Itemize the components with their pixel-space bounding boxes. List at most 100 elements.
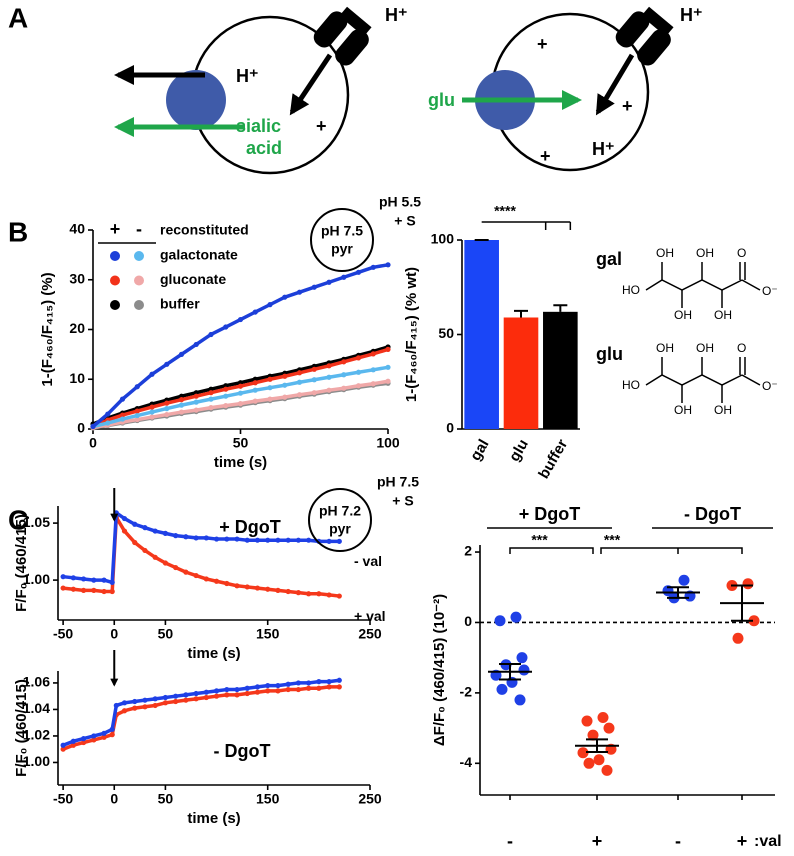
x-tick-label: - (507, 831, 513, 851)
point (121, 708, 128, 714)
point (311, 377, 317, 383)
point (355, 355, 362, 361)
point (70, 575, 76, 581)
point (91, 577, 97, 583)
point (678, 574, 690, 586)
point (142, 547, 148, 554)
charge: + (622, 96, 633, 116)
point (178, 402, 185, 408)
point (203, 576, 209, 582)
point (152, 528, 158, 534)
series-label: + val (354, 608, 386, 624)
point (132, 521, 138, 527)
point (109, 732, 115, 738)
point (164, 411, 170, 418)
atom: O (737, 246, 746, 260)
inset-text: pH 7.2 (319, 503, 361, 519)
error-bar (514, 309, 528, 318)
point (178, 397, 185, 403)
bond (645, 374, 761, 386)
legend-swatch (134, 275, 144, 286)
bond (661, 262, 746, 308)
point (183, 534, 189, 540)
inset-text: pH 7.5 (377, 474, 419, 490)
legend-label: gluconate (160, 271, 226, 287)
legend-swatch (110, 251, 120, 261)
point (603, 722, 615, 734)
point (254, 537, 261, 543)
point (265, 537, 271, 543)
point (60, 585, 66, 591)
series-line (62, 515, 340, 598)
point (152, 702, 158, 709)
point (267, 376, 273, 382)
x-tick-label: 150 (256, 626, 280, 642)
point (581, 715, 593, 727)
point (265, 688, 271, 694)
point (60, 574, 66, 580)
x-tick-label: 50 (233, 435, 249, 451)
point (252, 398, 258, 404)
point (223, 324, 229, 330)
y-tick-label: 50 (438, 325, 454, 341)
point (311, 390, 317, 396)
x-tick-label: 0 (110, 791, 118, 807)
point (121, 528, 128, 534)
point (70, 742, 76, 748)
ion-label: H⁺ (236, 66, 259, 86)
point (193, 407, 199, 413)
point (173, 564, 179, 571)
structure-label: gal (596, 249, 622, 269)
point (164, 400, 170, 406)
y-tick-label: 30 (69, 270, 85, 286)
point (193, 696, 199, 702)
point (275, 587, 281, 593)
point (254, 684, 261, 690)
point (90, 423, 96, 430)
x-tick-label: gal (467, 436, 493, 463)
panel-label: A (8, 2, 28, 33)
point (285, 686, 291, 693)
point (355, 383, 362, 389)
inset-text: + S (392, 493, 413, 509)
inset-text: pH 7.5 (321, 223, 363, 239)
point (311, 284, 317, 290)
atom: OH (714, 308, 732, 322)
inset-circle (310, 208, 374, 272)
point (237, 316, 244, 323)
chart-title: + DgoT (219, 517, 281, 537)
x-tick-label: buffer (535, 436, 571, 481)
x-tick-label: + (737, 831, 748, 851)
y-tick-label: -4 (460, 754, 473, 770)
y-axis-label: F/F₀ (460/415) (13, 679, 30, 777)
group-label: - DgoT (684, 504, 741, 524)
cell-left (114, 6, 372, 175)
point (370, 367, 376, 373)
point (134, 384, 140, 390)
ion-label: H⁺ (680, 5, 703, 25)
point (252, 380, 258, 386)
group-label: + DgoT (519, 504, 581, 524)
significance-bracket (509, 547, 743, 554)
point (224, 580, 230, 587)
y-tick-label: -2 (460, 684, 473, 700)
atom: OH (674, 403, 692, 417)
x-tick-label: - (675, 831, 681, 851)
point (593, 754, 605, 766)
point (295, 680, 301, 686)
point (316, 679, 322, 685)
point (282, 294, 288, 300)
significance: **** (494, 203, 516, 219)
substrate-label: sialic (236, 116, 281, 136)
x-tick-label: 0 (110, 626, 118, 642)
point (213, 536, 220, 542)
point (203, 689, 209, 695)
point (109, 726, 115, 732)
point (336, 677, 342, 683)
point (326, 592, 332, 598)
point (237, 383, 244, 389)
inset-text: pyr (329, 521, 351, 537)
point (183, 697, 189, 703)
charge: + (537, 34, 548, 54)
